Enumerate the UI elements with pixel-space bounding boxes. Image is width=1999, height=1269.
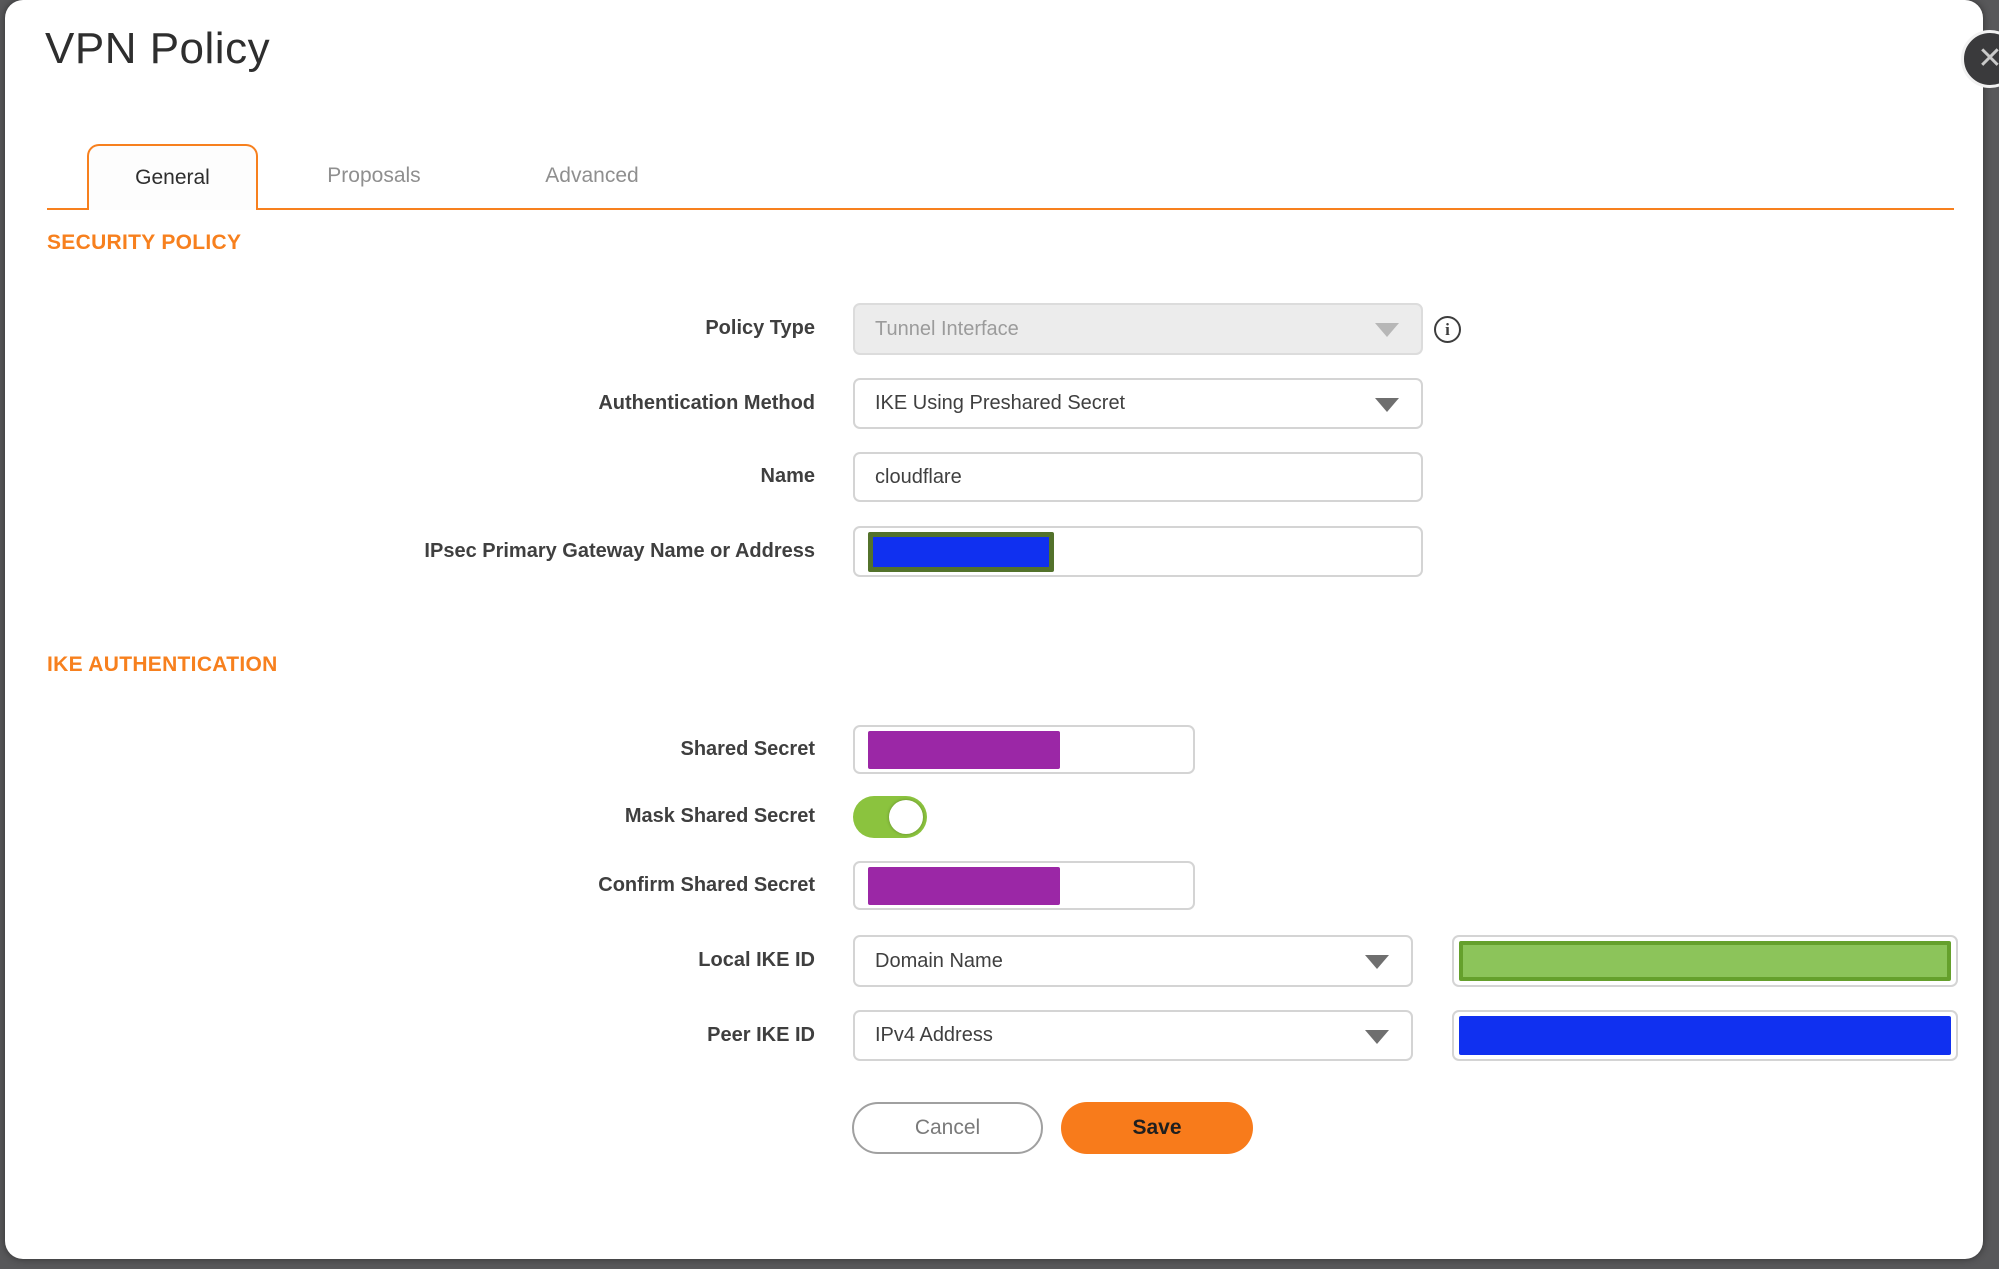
local-ike-id-label: Local IKE ID: [698, 949, 815, 971]
tab-advanced[interactable]: Advanced: [531, 144, 653, 208]
auth-method-value: IKE Using Preshared Secret: [875, 392, 1126, 414]
local-ike-id-redacted-value: [1459, 941, 1951, 981]
confirm-shared-secret-redacted-value: [868, 867, 1060, 905]
local-ike-id-value-input[interactable]: [1452, 935, 1958, 987]
save-button[interactable]: Save: [1061, 1102, 1253, 1154]
peer-ike-id-type-select[interactable]: IPv4 Address: [853, 1010, 1413, 1061]
peer-ike-id-label: Peer IKE ID: [707, 1024, 815, 1046]
tab-advanced-label: Advanced: [545, 164, 639, 187]
info-icon[interactable]: i: [1434, 316, 1461, 343]
page-title: VPN Policy: [45, 24, 271, 73]
local-ike-id-type-value: Domain Name: [875, 949, 1003, 972]
tab-proposals-label: Proposals: [327, 164, 421, 187]
shared-secret-redacted-value: [868, 731, 1060, 769]
policy-type-value: Tunnel Interface: [875, 317, 1019, 340]
mask-shared-secret-toggle[interactable]: [853, 796, 927, 838]
name-input[interactable]: [853, 452, 1423, 502]
local-ike-id-type-select[interactable]: Domain Name: [853, 935, 1413, 987]
section-security-policy: SECURITY POLICY: [47, 231, 242, 254]
save-button-label: Save: [1132, 1116, 1182, 1139]
policy-type-select: Tunnel Interface: [853, 303, 1423, 355]
tab-underline: [47, 208, 1954, 210]
chevron-down-icon: [1365, 1029, 1389, 1044]
mask-shared-secret-label: Mask Shared Secret: [624, 805, 815, 827]
gateway-redacted-value: [868, 532, 1054, 572]
gateway-input[interactable]: [853, 526, 1423, 577]
section-ike-authentication: IKE AUTHENTICATION: [47, 653, 278, 676]
vpn-policy-dialog: VPN Policy General Proposals Advanced SE…: [5, 0, 1983, 1259]
shared-secret-input[interactable]: [853, 725, 1195, 774]
peer-ike-id-type-value: IPv4 Address: [875, 1024, 993, 1046]
tab-general[interactable]: General: [87, 144, 258, 210]
peer-ike-id-redacted-value: [1459, 1016, 1951, 1055]
chevron-down-icon: [1375, 323, 1399, 337]
chevron-down-icon: [1375, 397, 1399, 412]
chevron-down-icon: [1365, 955, 1389, 969]
shared-secret-label: Shared Secret: [680, 738, 815, 760]
auth-method-select[interactable]: IKE Using Preshared Secret: [853, 378, 1423, 429]
cancel-button[interactable]: Cancel: [852, 1102, 1043, 1154]
tab-proposals[interactable]: Proposals: [313, 144, 435, 208]
gateway-label: IPsec Primary Gateway Name or Address: [424, 540, 815, 562]
confirm-shared-secret-input[interactable]: [853, 861, 1195, 910]
auth-method-label: Authentication Method: [598, 392, 815, 414]
close-icon: ✕: [1977, 42, 1999, 75]
policy-type-label: Policy Type: [705, 317, 815, 339]
confirm-shared-secret-label: Confirm Shared Secret: [598, 874, 815, 896]
name-label: Name: [760, 465, 815, 487]
cancel-button-label: Cancel: [914, 1116, 981, 1139]
close-button[interactable]: ✕: [1961, 30, 1999, 88]
tab-general-label: General: [135, 166, 210, 189]
peer-ike-id-value-input[interactable]: [1452, 1010, 1958, 1061]
toggle-knob: [889, 800, 923, 834]
